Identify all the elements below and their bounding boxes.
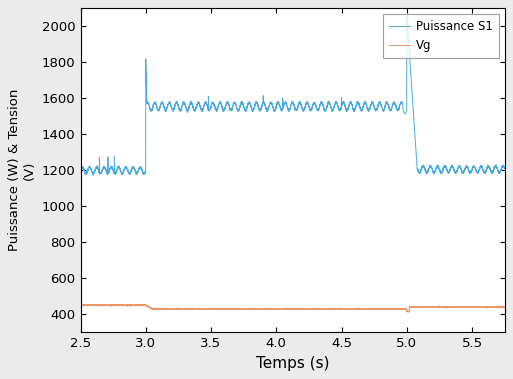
X-axis label: Temps (s): Temps (s): [256, 356, 329, 371]
Puissance S1: [252, 102, 259, 106]
Y-axis label: Puissance (W) & Tension
(V): Puissance (W) & Tension (V): [8, 89, 36, 252]
Puissance S1: [184, 108, 190, 112]
Puissance S1: [376, 100, 382, 105]
Vg: [262, 307, 268, 311]
Puissance S1: [404, 13, 410, 18]
Line: Puissance S1: Puissance S1: [81, 16, 505, 175]
Vg: [376, 307, 382, 311]
Line: Vg: Vg: [81, 304, 505, 312]
Puissance S1: [90, 171, 96, 176]
Vg: [252, 307, 259, 311]
Puissance S1: [460, 169, 466, 174]
Puissance S1: [262, 104, 268, 109]
Puissance S1: [90, 173, 96, 177]
Vg: [404, 310, 410, 314]
Vg: [79, 302, 85, 307]
Legend: Puissance S1, Vg: Puissance S1, Vg: [383, 14, 499, 58]
Vg: [90, 303, 96, 308]
Vg: [460, 305, 466, 310]
Vg: [502, 304, 508, 309]
Vg: [77, 303, 84, 308]
Vg: [184, 307, 190, 311]
Puissance S1: [77, 169, 84, 173]
Puissance S1: [502, 168, 508, 172]
